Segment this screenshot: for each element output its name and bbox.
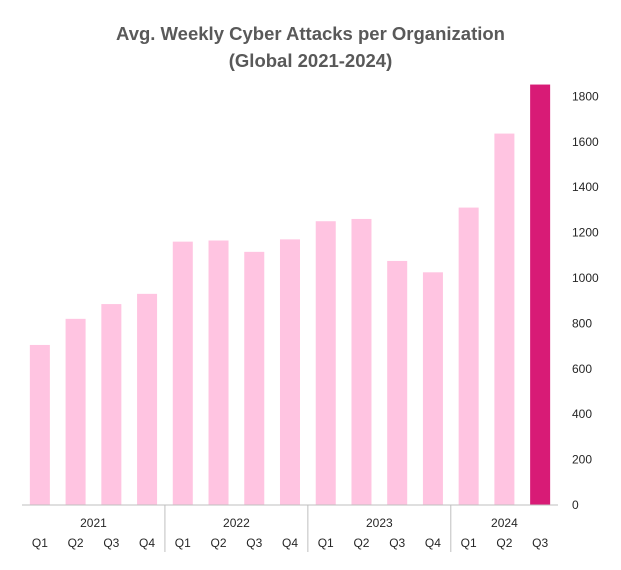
bar-q3-10 <box>387 260 408 505</box>
x-tick-label-q2-1: Q2 <box>68 536 84 550</box>
x-tick-label-q2-13: Q2 <box>496 536 512 550</box>
y-tick-label-800: 800 <box>572 316 592 330</box>
bar-q2-9 <box>351 218 372 505</box>
bar-q3-2 <box>101 304 122 505</box>
bar-q4-7 <box>279 239 300 505</box>
x-tick-label-q1-4: Q1 <box>175 536 191 550</box>
bar-q3-6 <box>244 251 265 505</box>
x-tick-label-q3-10: Q3 <box>389 536 405 550</box>
chart-title-block: Avg. Weekly Cyber Attacks per Organizati… <box>0 20 621 74</box>
y-tick-label-0: 0 <box>572 498 579 512</box>
x-tick-label-q4-7: Q4 <box>282 536 298 550</box>
bar-q4-3 <box>137 293 158 505</box>
y-tick-label-1000: 1000 <box>572 271 599 285</box>
y-tick-label-1400: 1400 <box>572 180 599 194</box>
bar-q4-11 <box>422 272 443 505</box>
x-tick-label-q3-6: Q3 <box>246 536 262 550</box>
x-tick-label-q1-0: Q1 <box>32 536 48 550</box>
bar-q2-13 <box>494 133 515 505</box>
year-label-2023: 2023 <box>366 516 393 530</box>
y-tick-label-600: 600 <box>572 362 592 376</box>
bar-q2-1 <box>65 318 86 505</box>
bar-q1-4 <box>172 241 193 505</box>
x-tick-label-q4-11: Q4 <box>425 536 441 550</box>
x-tick-label-q1-12: Q1 <box>461 536 477 550</box>
bar-q1-12 <box>458 207 479 505</box>
y-tick-label-1800: 1800 <box>572 89 599 103</box>
y-tick-label-200: 200 <box>572 453 592 467</box>
y-tick-label-400: 400 <box>572 407 592 421</box>
x-tick-label-q1-8: Q1 <box>318 536 334 550</box>
x-tick-label-q3-14: Q3 <box>532 536 548 550</box>
x-tick-label-q2-9: Q2 <box>353 536 369 550</box>
chart-title: Avg. Weekly Cyber Attacks per Organizati… <box>116 23 505 44</box>
x-tick-label-q4-3: Q4 <box>139 536 155 550</box>
year-label-2024: 2024 <box>491 516 518 530</box>
year-label-2022: 2022 <box>223 516 250 530</box>
x-tick-label-q3-2: Q3 <box>103 536 119 550</box>
bar-q1-8 <box>315 221 336 505</box>
bar-q1-0 <box>29 344 50 505</box>
y-tick-label-1200: 1200 <box>572 226 599 240</box>
bar-q3-14 <box>530 84 551 506</box>
chart-subtitle: (Global 2021-2024) <box>228 50 393 71</box>
x-tick-label-q2-5: Q2 <box>211 536 227 550</box>
bar-q2-5 <box>208 240 229 505</box>
year-label-2021: 2021 <box>80 516 107 530</box>
y-tick-label-1600: 1600 <box>572 135 599 149</box>
